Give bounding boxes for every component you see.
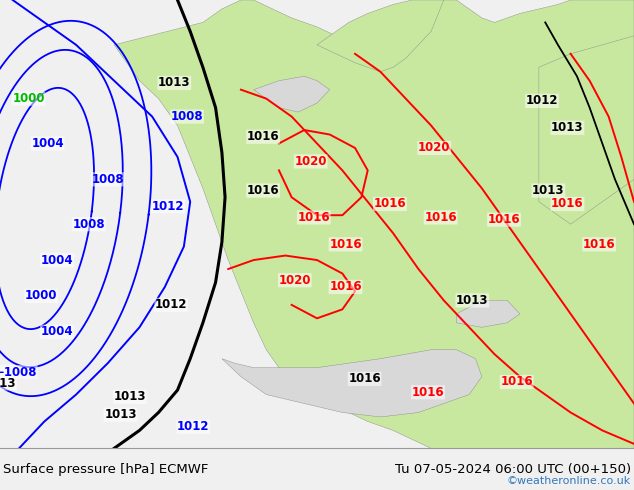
Text: 1020: 1020 [294, 155, 327, 168]
Polygon shape [317, 0, 444, 72]
Text: 1004: 1004 [41, 253, 74, 267]
Text: 1008: 1008 [91, 173, 124, 186]
Text: 1000: 1000 [25, 290, 58, 302]
Text: ©weatheronline.co.uk: ©weatheronline.co.uk [507, 476, 631, 486]
Text: 1013: 1013 [532, 184, 565, 197]
Text: 1013: 1013 [104, 408, 137, 421]
Polygon shape [222, 350, 482, 417]
Text: 1000: 1000 [12, 92, 45, 105]
Text: Surface pressure [hPa] ECMWF: Surface pressure [hPa] ECMWF [3, 463, 209, 476]
Text: −1008: −1008 [0, 366, 37, 379]
Text: 1008: 1008 [72, 218, 105, 231]
Text: 1016: 1016 [411, 386, 444, 399]
Text: 1016: 1016 [329, 238, 362, 251]
Text: 1012: 1012 [177, 420, 210, 433]
Text: 1016: 1016 [551, 197, 584, 211]
Text: 1012: 1012 [155, 298, 188, 311]
Text: 1016: 1016 [297, 211, 330, 224]
Text: 1016: 1016 [247, 130, 280, 143]
Text: 1020: 1020 [278, 274, 311, 287]
Text: 1008: 1008 [171, 110, 204, 123]
Polygon shape [456, 300, 520, 327]
Text: 1016: 1016 [247, 184, 280, 197]
Text: 1016: 1016 [500, 375, 533, 389]
Text: 1012: 1012 [152, 200, 184, 213]
Text: 1004: 1004 [31, 137, 64, 150]
Text: 1013: 1013 [456, 294, 489, 307]
Polygon shape [114, 0, 634, 448]
Text: 1020: 1020 [418, 142, 451, 154]
Text: 1012: 1012 [526, 95, 559, 107]
Text: 1004: 1004 [41, 325, 74, 338]
Text: 1013: 1013 [0, 377, 16, 390]
Text: 1016: 1016 [373, 197, 406, 211]
Text: 1016: 1016 [583, 238, 616, 251]
Text: 1013: 1013 [158, 76, 191, 90]
Text: 1016: 1016 [329, 280, 362, 294]
Text: 1016: 1016 [488, 213, 521, 226]
Text: 1013: 1013 [551, 122, 584, 134]
Text: 1013: 1013 [113, 391, 146, 403]
Text: Tu 07-05-2024 06:00 UTC (00+150): Tu 07-05-2024 06:00 UTC (00+150) [395, 463, 631, 476]
Polygon shape [254, 76, 330, 112]
Text: 1016: 1016 [424, 211, 457, 224]
Text: 1016: 1016 [348, 372, 381, 385]
Polygon shape [539, 36, 634, 224]
